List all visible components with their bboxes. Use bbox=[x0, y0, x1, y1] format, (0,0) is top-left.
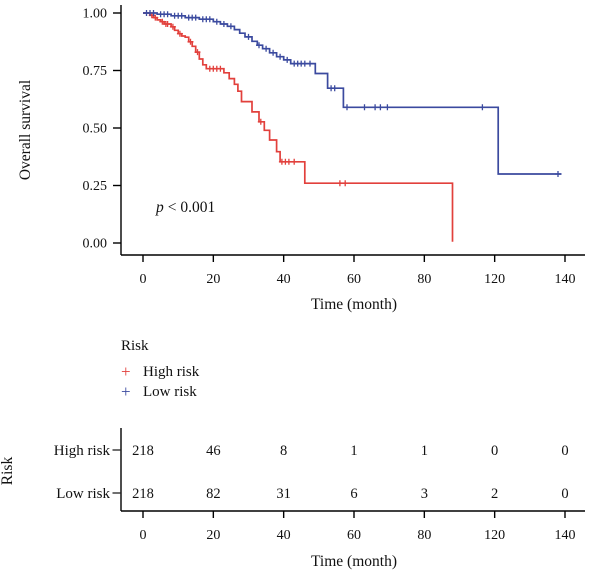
risk-row-label: Low risk bbox=[56, 486, 110, 502]
p-value-annotation: p < 0.001 bbox=[155, 199, 215, 216]
y-tick-label: 0.50 bbox=[83, 122, 108, 137]
legend-item-high-risk: + High risk bbox=[121, 362, 199, 382]
risk-count: 1 bbox=[350, 443, 357, 459]
risk-count: 8 bbox=[280, 443, 287, 459]
risk-count: 0 bbox=[491, 443, 498, 459]
high-risk-plus-icon: + bbox=[121, 362, 131, 381]
legend: Risk + High risk + Low risk bbox=[121, 336, 199, 402]
x-tick-label: 120 bbox=[484, 272, 505, 287]
risk-count: 0 bbox=[561, 486, 568, 502]
y-axis-title: Overall survival bbox=[17, 80, 34, 180]
survival-curve-low-risk bbox=[143, 12, 562, 175]
y-tick-label: 0.00 bbox=[83, 237, 108, 252]
x-tick-label: 140 bbox=[554, 272, 575, 287]
risk-count: 82 bbox=[206, 486, 221, 502]
p-value-rest: < 0.001 bbox=[168, 199, 216, 216]
risk-count: 2 bbox=[491, 486, 498, 502]
risk-table-x-axis-title: Time (month) bbox=[311, 553, 397, 570]
risk-table-rows: High risk 218 46 8 1 1 0 0 Low risk 218 82 31 6 3 2 0 bbox=[54, 443, 569, 502]
survival-plot: Overall survival 0.00 0.25 0.50 0.75 1.00 0 2… bbox=[17, 5, 585, 313]
low-risk-plus-icon: + bbox=[121, 382, 131, 401]
survival-curves bbox=[143, 12, 562, 242]
x-axis-ticks: 0 20 40 60 80 120 140 bbox=[140, 255, 575, 287]
x-tick-label: 40 bbox=[277, 272, 291, 287]
survival-curve-high-risk bbox=[143, 12, 454, 242]
x-tick-label: 0 bbox=[140, 272, 147, 287]
risk-count: 46 bbox=[206, 443, 221, 459]
legend-label: High risk bbox=[143, 364, 200, 380]
risk-count: 1 bbox=[421, 443, 428, 459]
legend-title: Risk bbox=[121, 338, 149, 354]
y-tick-label: 1.00 bbox=[83, 7, 108, 22]
censor-marks-low-risk bbox=[143, 10, 561, 177]
risk-table-x-tick-label: 140 bbox=[554, 528, 575, 543]
risk-table-x-ticks: 0 20 40 60 80 120 140 bbox=[140, 511, 575, 543]
y-tick-label: 0.75 bbox=[83, 64, 108, 79]
risk-table: Risk High risk 218 46 8 1 1 0 0 Low risk 218 82 31 6… bbox=[0, 428, 585, 570]
censor-marks bbox=[143, 10, 561, 187]
legend-label: Low risk bbox=[143, 384, 197, 400]
risk-table-x-tick-label: 60 bbox=[347, 528, 361, 543]
risk-table-side-label: Risk bbox=[0, 457, 16, 486]
x-tick-label: 80 bbox=[417, 272, 431, 287]
risk-count: 6 bbox=[350, 486, 357, 502]
risk-row-label: High risk bbox=[54, 443, 111, 459]
risk-count: 0 bbox=[561, 443, 568, 459]
risk-count: 218 bbox=[132, 443, 154, 459]
risk-count: 218 bbox=[132, 486, 154, 502]
legend-item-low-risk: + Low risk bbox=[121, 382, 199, 402]
risk-table-x-tick-label: 0 bbox=[140, 528, 147, 543]
p-value-italic: p bbox=[155, 199, 164, 216]
x-axis-title: Time (month) bbox=[311, 296, 397, 313]
risk-count: 3 bbox=[421, 486, 428, 502]
censor-marks-high-risk bbox=[148, 12, 349, 187]
risk-table-x-tick-label: 40 bbox=[277, 528, 291, 543]
y-tick-label: 0.25 bbox=[83, 179, 108, 194]
x-tick-label: 20 bbox=[206, 272, 220, 287]
risk-table-x-tick-label: 120 bbox=[484, 528, 505, 543]
risk-table-x-tick-label: 20 bbox=[206, 528, 220, 543]
risk-count: 31 bbox=[276, 486, 291, 502]
risk-table-x-tick-label: 80 bbox=[417, 528, 431, 543]
y-axis-ticks: 0.00 0.25 0.50 0.75 1.00 bbox=[83, 7, 121, 252]
x-tick-label: 60 bbox=[347, 272, 361, 287]
